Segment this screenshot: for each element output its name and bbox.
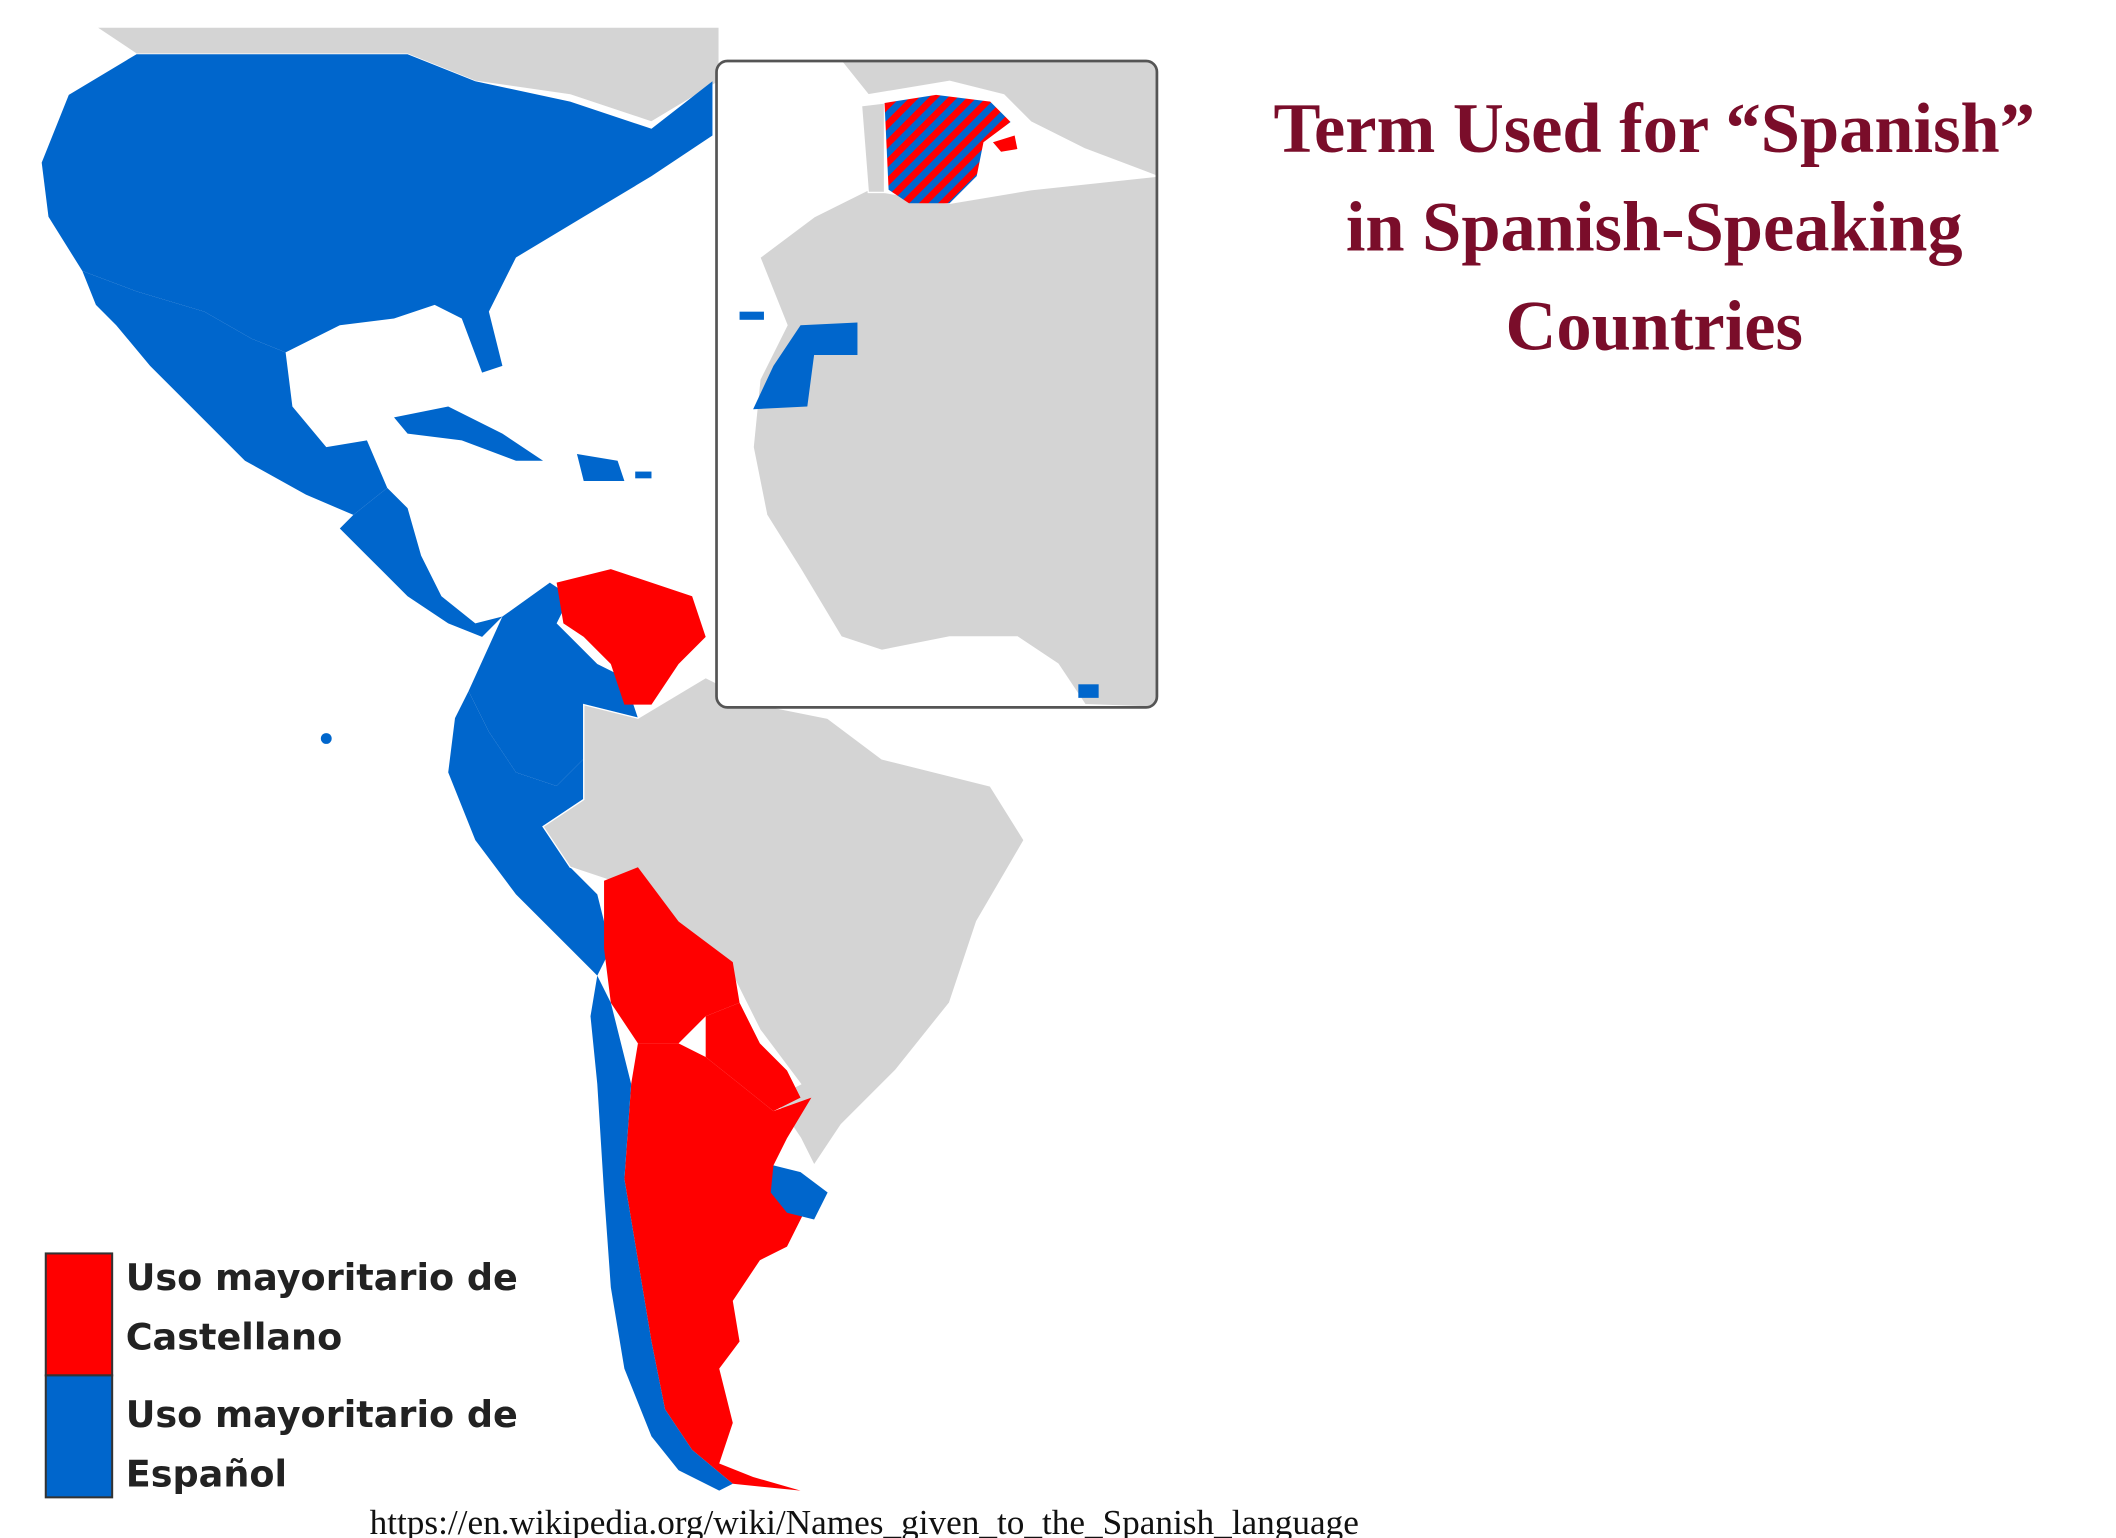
western-sahara — [753, 322, 858, 410]
title-line: in Spanish-Speaking — [1346, 189, 1963, 267]
legend-swatch — [44, 1374, 114, 1499]
legend-label: Castellano — [126, 1316, 343, 1359]
legend-label: Uso mayoritario de — [126, 1256, 518, 1299]
mexico — [82, 271, 388, 515]
colombia — [468, 582, 638, 786]
argentina — [624, 1043, 815, 1491]
equatorial-guinea — [1078, 684, 1099, 698]
central-america — [339, 487, 503, 637]
title-line: Term Used for “Spanish” — [1274, 90, 2035, 168]
uruguay — [770, 1165, 828, 1220]
portugal — [860, 102, 886, 194]
puerto-rico — [635, 471, 652, 479]
cuba — [394, 406, 544, 461]
balearic — [992, 135, 1018, 152]
venezuela — [556, 569, 706, 705]
inset-frame — [715, 59, 1159, 709]
dominican-republic — [576, 453, 625, 482]
title-line: Countries — [1505, 288, 1802, 366]
brazil — [542, 676, 1025, 1167]
inset-map — [716, 60, 1157, 708]
ecuador-peru — [448, 691, 611, 976]
legend-label: Uso mayoritario de — [126, 1393, 518, 1436]
legend-swatch — [44, 1252, 114, 1377]
usa — [41, 54, 713, 373]
galapagos — [320, 733, 332, 744]
europe — [839, 60, 1157, 178]
bolivia — [604, 867, 740, 1044]
chile — [590, 975, 733, 1491]
canary-islands — [739, 311, 764, 320]
spain — [884, 94, 1011, 204]
paraguay — [705, 1002, 801, 1112]
legend-label: Español — [126, 1453, 287, 1496]
source-url: https://en.wikipedia.org/wiki/Names_give… — [370, 1503, 1359, 1538]
